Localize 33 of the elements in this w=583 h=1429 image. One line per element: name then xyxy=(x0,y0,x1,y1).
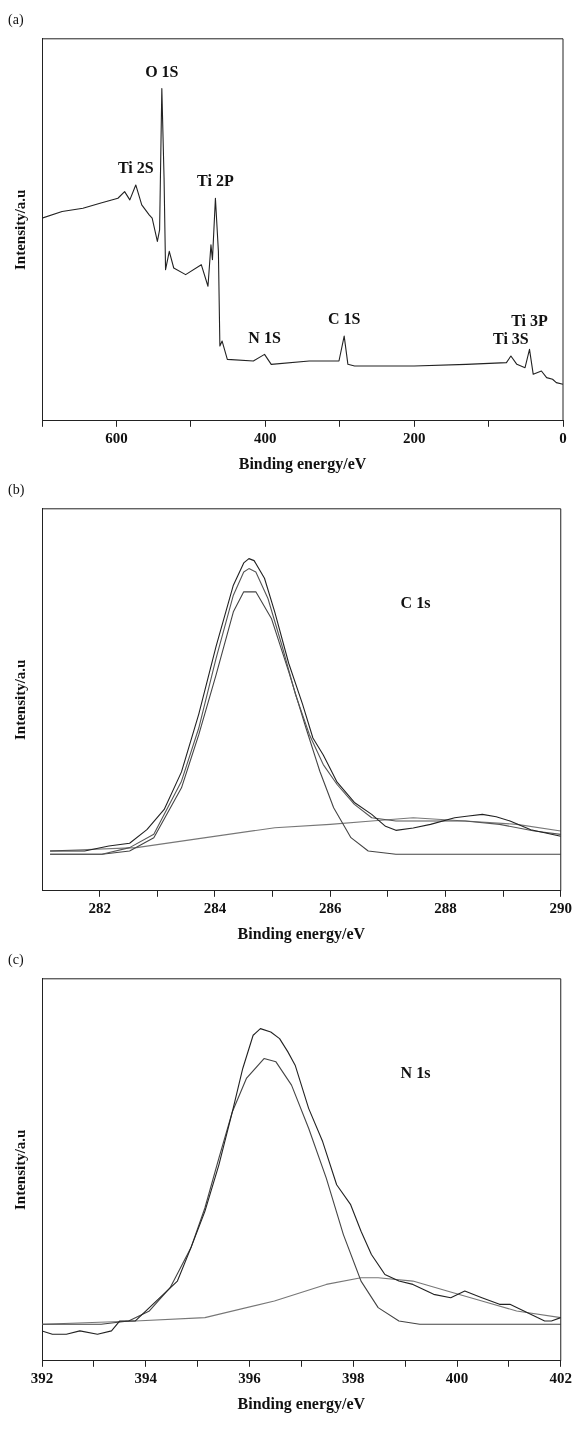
y-axis-title: Intensity/a.u xyxy=(11,189,28,271)
x-tick-label: 394 xyxy=(134,1369,158,1386)
x-tick-label: 600 xyxy=(105,429,128,446)
x-axis-title: Binding energy/eV xyxy=(237,1394,366,1413)
y-axis-title: Intensity/a.u xyxy=(11,659,28,741)
x-tick-label: 398 xyxy=(342,1369,365,1386)
annotation: N 1S xyxy=(248,328,281,346)
annotation: O 1S xyxy=(145,62,179,80)
x-tick-label: 200 xyxy=(402,429,426,446)
annotation: C 1s xyxy=(400,594,431,612)
annotation: Ti 3S xyxy=(493,330,529,348)
x-tick-label: 402 xyxy=(549,1369,572,1386)
x-tick-label: 396 xyxy=(238,1369,262,1386)
annotation: Ti 2P xyxy=(197,172,234,190)
chart-title: (a) xyxy=(8,12,24,29)
x-tick-label: 400 xyxy=(445,1369,469,1386)
x-tick-label: 0 xyxy=(559,429,567,446)
x-tick-label: 290 xyxy=(549,899,572,916)
x-tick-label: 392 xyxy=(30,1369,54,1386)
annotation: N 1s xyxy=(400,1064,431,1082)
x-tick-label: 282 xyxy=(88,899,111,916)
y-axis-title: Intensity/a.u xyxy=(11,1129,28,1211)
x-tick-label: 284 xyxy=(203,899,227,916)
chart-title: (c) xyxy=(8,952,24,969)
annotation: Ti 3P xyxy=(511,312,549,330)
annotation: Ti 2S xyxy=(117,159,154,177)
x-axis-title: Binding energy/eV xyxy=(238,454,367,473)
x-tick-label: 400 xyxy=(254,429,277,446)
chart-title: (b) xyxy=(8,482,25,499)
x-axis-title: Binding energy/eV xyxy=(237,924,366,943)
x-tick-label: 288 xyxy=(434,899,457,916)
annotation: C 1S xyxy=(327,310,361,328)
x-tick-label: 286 xyxy=(318,899,342,916)
